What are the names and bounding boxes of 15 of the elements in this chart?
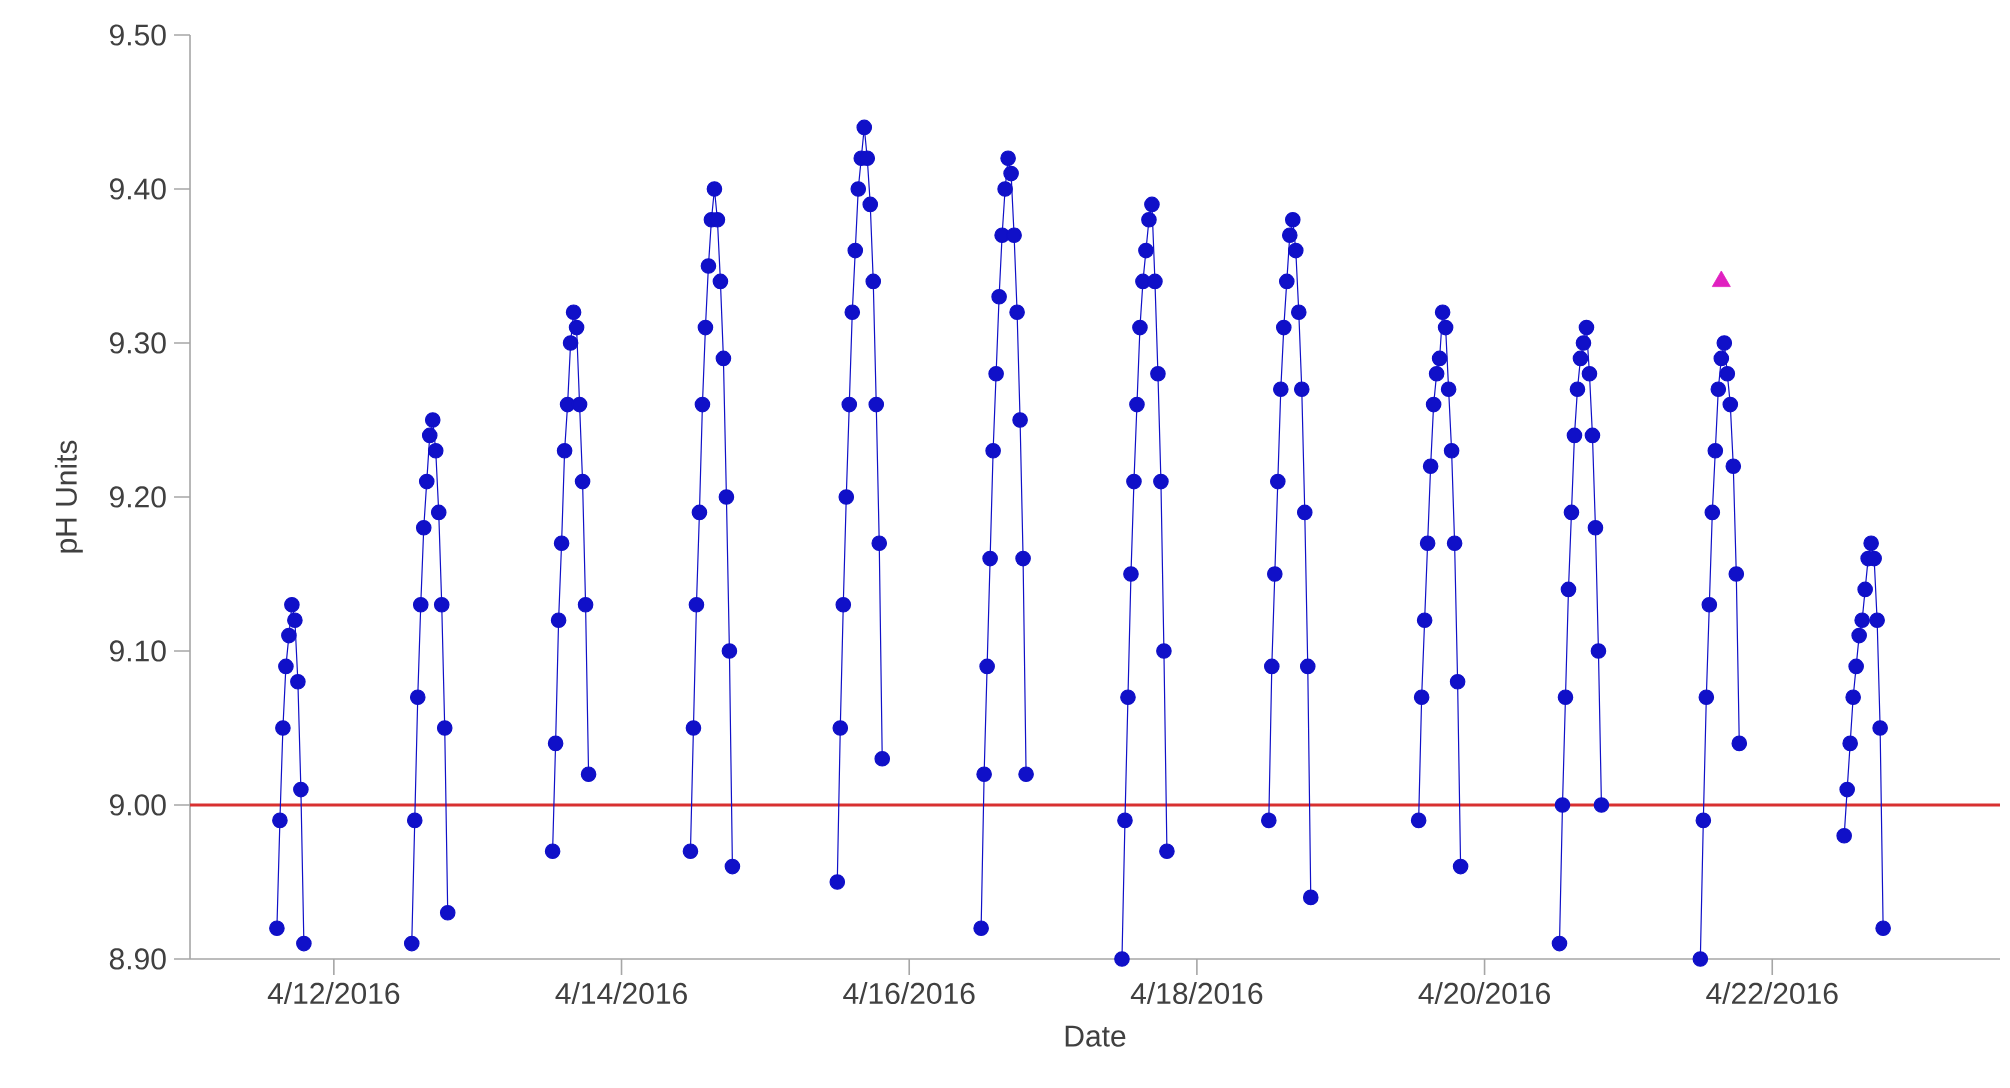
x-tick-label: 4/18/2016 [1130, 982, 1263, 1005]
y-tick-label: 9.50 [109, 24, 166, 46]
x-axis-title: Date [1065, 1025, 1126, 1047]
y-tick-label: 9.30 [109, 332, 166, 354]
y-tick-label: 9.10 [109, 640, 166, 662]
y-axis-title: pH Units [54, 440, 83, 553]
y-tick-label: 9.20 [109, 486, 166, 508]
x-tick-label: 4/14/2016 [555, 982, 687, 1005]
y-tick-label: 9.40 [109, 178, 166, 200]
y-tick-label: 9.00 [109, 794, 166, 816]
x-tick-label: 4/16/2016 [843, 982, 975, 1005]
x-tick-label: 4/22/2016 [1706, 982, 1838, 1005]
x-tick-label: 4/12/2016 [267, 982, 400, 1005]
y-tick-label: 8.90 [109, 948, 166, 970]
x-tick-label: 4/20/2016 [1418, 982, 1550, 1005]
